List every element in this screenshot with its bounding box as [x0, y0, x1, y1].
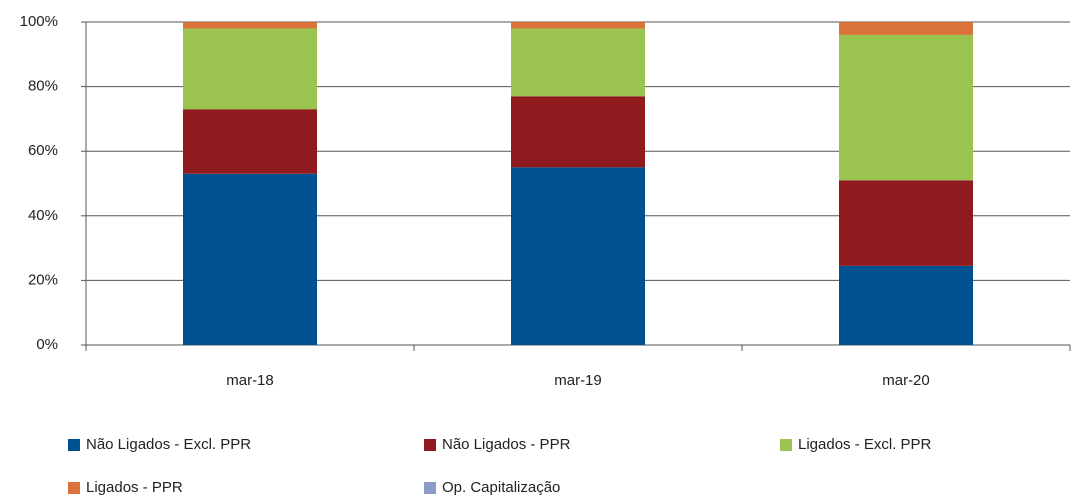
y-tick-label: 20% [28, 271, 58, 288]
bar-segment [183, 22, 317, 29]
y-tick-label: 100% [20, 13, 58, 30]
legend-label: Op. Capitalização [442, 479, 560, 496]
bar-segment [511, 22, 645, 29]
bar-segment [839, 180, 973, 266]
y-tick-label: 80% [28, 78, 58, 95]
x-tick-label: mar-18 [226, 372, 274, 389]
bar-segment [183, 109, 317, 174]
y-tick-label: 60% [28, 142, 58, 159]
y-tick-label: 0% [36, 336, 58, 353]
x-tick-label: mar-20 [882, 372, 930, 389]
bar-segment [511, 28, 645, 97]
bar-segment [511, 96, 645, 168]
bar-segment [839, 34, 973, 181]
legend-label: Ligados - PPR [86, 479, 183, 496]
x-tick-label: mar-19 [554, 372, 602, 389]
bar-segment [839, 265, 973, 345]
y-tick-label: 40% [28, 207, 58, 224]
legend-swatch [68, 482, 80, 494]
bar-segment [183, 28, 317, 110]
bar-segment [511, 167, 645, 345]
bar-segment [839, 22, 973, 35]
legend-swatch [68, 439, 80, 451]
legend-label: Ligados - Excl. PPR [798, 436, 932, 453]
legend-label: Não Ligados - PPR [442, 436, 571, 453]
bar-segment [183, 173, 317, 345]
legend-swatch [780, 439, 792, 451]
legend-swatch [424, 439, 436, 451]
legend-swatch [424, 482, 436, 494]
legend-label: Não Ligados - Excl. PPR [86, 436, 251, 453]
